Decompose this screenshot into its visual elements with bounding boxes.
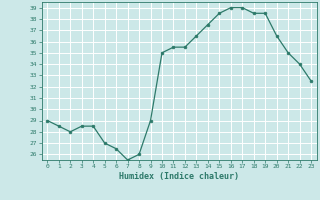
X-axis label: Humidex (Indice chaleur): Humidex (Indice chaleur) bbox=[119, 172, 239, 181]
